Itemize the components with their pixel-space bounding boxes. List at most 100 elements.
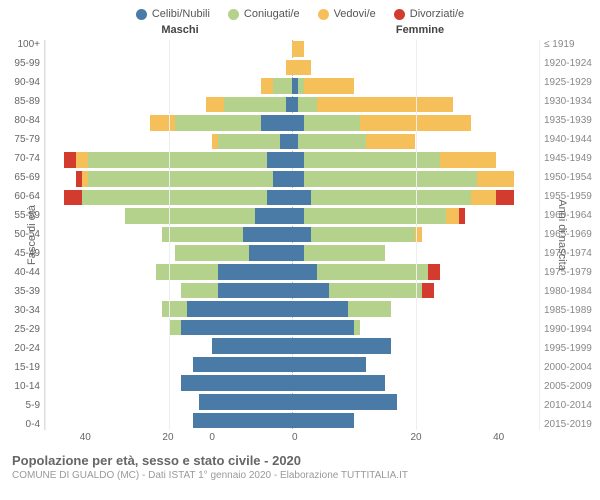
legend-item: Divorziati/e	[394, 8, 464, 20]
chart-area: Fasce di età Anni di nascita 100+95-9990…	[0, 40, 600, 430]
segment-vedovi	[206, 97, 225, 113]
segment-vedovi	[477, 171, 514, 187]
bar-row	[45, 207, 539, 226]
segment-celibi	[292, 283, 329, 299]
segment-vedovi	[150, 115, 175, 131]
bar-row	[45, 114, 539, 133]
age-label: 0-4	[0, 420, 40, 430]
bar-row	[45, 189, 539, 208]
x-tick: 0	[209, 432, 292, 443]
segment-celibi	[292, 394, 397, 410]
legend-dot	[394, 9, 405, 20]
segment-coniugati	[273, 78, 292, 94]
x-tick: 40	[457, 432, 540, 443]
bar-row	[45, 151, 539, 170]
segment-coniugati	[224, 97, 286, 113]
bar-row	[45, 263, 539, 282]
bar-row	[45, 133, 539, 152]
legend-item: Celibi/Nubili	[136, 8, 210, 20]
birth-year-label: 1930-1934	[544, 97, 600, 107]
segment-celibi	[292, 375, 385, 391]
age-label: 15-19	[0, 363, 40, 373]
birth-year-label: 1995-1999	[544, 344, 600, 354]
birth-year-label: 1990-1994	[544, 325, 600, 335]
segment-celibi	[199, 394, 292, 410]
y-axis-right-label: Anni di nascita	[556, 199, 568, 271]
bar-row	[45, 412, 539, 431]
age-label: 35-39	[0, 287, 40, 297]
segment-coniugati	[181, 283, 218, 299]
birth-year-label: 1955-1959	[544, 192, 600, 202]
segment-coniugati	[317, 264, 428, 280]
x-tick: 20	[127, 432, 210, 443]
segment-celibi	[273, 171, 292, 187]
segment-celibi	[181, 320, 292, 336]
segment-celibi	[292, 357, 366, 373]
birth-year-label: 1975-1979	[544, 268, 600, 278]
chart-container: Celibi/NubiliConiugati/eVedovi/eDivorzia…	[0, 0, 600, 500]
segment-divorziati	[64, 152, 76, 168]
segment-coniugati	[304, 152, 440, 168]
birth-year-axis: ≤ 19191920-19241925-19291930-19341935-19…	[540, 40, 600, 430]
segment-coniugati	[88, 171, 273, 187]
bar-rows	[45, 40, 539, 430]
birth-year-label: ≤ 1919	[544, 40, 600, 50]
bar-row	[45, 337, 539, 356]
birth-year-label: 1925-1929	[544, 78, 600, 88]
gender-headers: Maschi Femmine	[0, 24, 600, 40]
age-label: 90-94	[0, 78, 40, 88]
age-label: 85-89	[0, 97, 40, 107]
bar-row	[45, 77, 539, 96]
segment-coniugati	[304, 208, 446, 224]
segment-coniugati	[311, 227, 416, 243]
gridline	[416, 40, 417, 430]
segment-celibi	[280, 134, 292, 150]
bar-row	[45, 282, 539, 301]
bar-row	[45, 59, 539, 78]
bar-row	[45, 393, 539, 412]
birth-year-label: 1945-1949	[544, 154, 600, 164]
segment-celibi	[267, 190, 292, 206]
segment-celibi	[267, 152, 292, 168]
segment-vedovi	[76, 152, 88, 168]
segment-celibi	[292, 152, 304, 168]
segment-celibi	[187, 301, 292, 317]
segment-coniugati	[125, 208, 255, 224]
segment-coniugati	[82, 190, 267, 206]
segment-divorziati	[422, 283, 434, 299]
segment-coniugati	[298, 97, 317, 113]
bar-row	[45, 96, 539, 115]
segment-vedovi	[304, 78, 353, 94]
birth-year-label: 1950-1954	[544, 173, 600, 183]
segment-coniugati	[304, 115, 360, 131]
birth-year-label: 1920-1924	[544, 59, 600, 69]
legend-item: Vedovi/e	[318, 8, 376, 20]
header-male: Maschi	[60, 24, 300, 36]
segment-celibi	[292, 171, 304, 187]
segment-celibi	[292, 264, 317, 280]
segment-vedovi	[440, 152, 496, 168]
segment-coniugati	[311, 190, 472, 206]
age-label: 100+	[0, 40, 40, 50]
birth-year-label: 1985-1989	[544, 306, 600, 316]
birth-year-label: 2000-2004	[544, 363, 600, 373]
birth-year-label: 2015-2019	[544, 420, 600, 430]
footer-subtitle: COMUNE DI GUALDO (MC) - Dati ISTAT 1° ge…	[12, 470, 588, 481]
segment-celibi	[249, 245, 292, 261]
segment-celibi	[292, 413, 354, 429]
x-axis: 02040 02040	[0, 430, 600, 443]
segment-vedovi	[446, 208, 458, 224]
segment-coniugati	[175, 245, 249, 261]
x-tick: 20	[375, 432, 458, 443]
segment-coniugati	[175, 115, 261, 131]
segment-celibi	[193, 413, 292, 429]
x-axis-left: 02040	[44, 432, 292, 443]
segment-coniugati	[169, 320, 181, 336]
header-female: Femmine	[300, 24, 540, 36]
x-tick: 0	[292, 432, 375, 443]
birth-year-label: 1965-1969	[544, 230, 600, 240]
birth-year-label: 2010-2014	[544, 401, 600, 411]
bar-row	[45, 300, 539, 319]
birth-year-label: 1970-1974	[544, 249, 600, 259]
segment-celibi	[255, 208, 292, 224]
